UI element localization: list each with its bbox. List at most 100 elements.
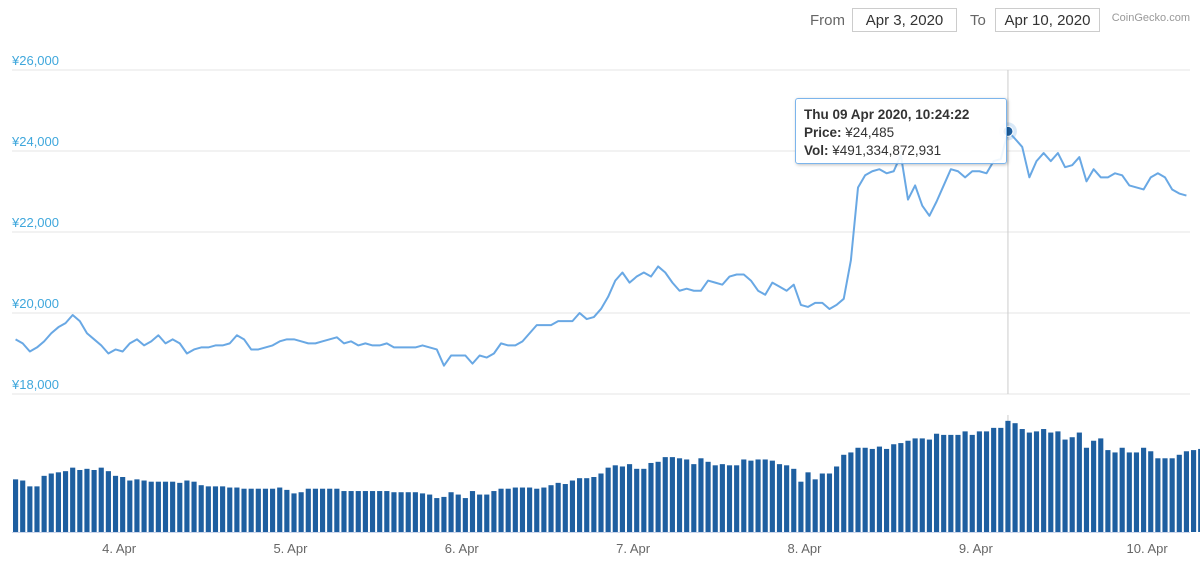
volume-bar[interactable] [1012, 423, 1018, 532]
volume-bar[interactable] [598, 473, 604, 533]
volume-bar[interactable] [819, 473, 825, 533]
volume-bar[interactable] [869, 448, 875, 532]
volume-bar[interactable] [112, 475, 119, 532]
volume-bar[interactable] [691, 464, 697, 532]
volume-bar[interactable] [562, 484, 568, 532]
volume-bar[interactable] [812, 479, 818, 532]
volume-bar[interactable] [891, 444, 897, 532]
volume-bar[interactable] [826, 473, 833, 533]
volume-bar[interactable] [469, 491, 476, 532]
volume-bar[interactable] [1041, 429, 1047, 532]
volume-bar[interactable] [734, 465, 740, 532]
volume-bar[interactable] [976, 431, 982, 532]
volume-bar[interactable] [27, 486, 33, 532]
volume-bar[interactable] [698, 458, 704, 532]
volume-bar[interactable] [1019, 429, 1025, 532]
volume-bar[interactable] [1148, 451, 1154, 532]
volume-bar[interactable] [155, 481, 161, 532]
volume-bar[interactable] [1091, 440, 1097, 532]
volume-bar[interactable] [1112, 452, 1118, 532]
volume-bar[interactable] [362, 491, 368, 532]
volume-bar[interactable] [791, 468, 797, 532]
volume-bar[interactable] [248, 488, 254, 532]
volume-bar[interactable] [741, 459, 747, 532]
volume-bar[interactable] [705, 461, 711, 532]
volume-bar[interactable] [384, 491, 390, 532]
volume-bar[interactable] [412, 492, 418, 532]
volume-bar[interactable] [898, 443, 904, 532]
volume-bar[interactable] [170, 481, 176, 532]
volume-bar[interactable] [348, 491, 354, 532]
volume-bar[interactable] [262, 488, 269, 532]
volume-bar[interactable] [305, 488, 311, 532]
volume-bar[interactable] [369, 491, 376, 532]
to-date-input[interactable] [995, 8, 1100, 32]
volume-bar[interactable] [919, 438, 925, 532]
volume-bar[interactable] [876, 446, 883, 532]
volume-bar[interactable] [969, 434, 975, 532]
volume-bar[interactable] [527, 487, 533, 532]
volume-bar[interactable] [441, 496, 447, 532]
volume-bar[interactable] [484, 494, 490, 532]
volume-bar[interactable] [769, 460, 775, 532]
volume-bar[interactable] [455, 494, 461, 532]
volume-bar[interactable] [427, 494, 433, 532]
volume-bar[interactable] [626, 464, 633, 532]
volume-bar[interactable] [519, 487, 526, 532]
volume-bar[interactable] [77, 469, 83, 532]
volume-bar[interactable] [1183, 451, 1190, 532]
volume-bar[interactable] [998, 427, 1004, 532]
volume-bar[interactable] [841, 454, 847, 532]
volume-bar[interactable] [84, 468, 90, 532]
volume-bar[interactable] [1033, 431, 1040, 532]
volume-bar[interactable] [1005, 420, 1011, 532]
volume-bar[interactable] [48, 473, 54, 533]
volume-bar[interactable] [1069, 437, 1075, 532]
volume-bar[interactable] [805, 472, 811, 532]
volume-bar[interactable] [1176, 454, 1182, 532]
volume-bar[interactable] [655, 461, 661, 532]
volume-bar[interactable] [798, 481, 804, 532]
volume-bar[interactable] [498, 488, 504, 532]
credit-link[interactable]: CoinGecko.com [1111, 12, 1190, 24]
volume-bar[interactable] [141, 480, 147, 532]
volume-bar[interactable] [234, 487, 240, 532]
volume-bar[interactable] [241, 488, 247, 532]
volume-bar[interactable] [591, 477, 597, 532]
volume-bar[interactable] [1076, 432, 1082, 532]
volume-bar[interactable] [291, 493, 297, 532]
volume-bar[interactable] [762, 459, 768, 532]
volume-bar[interactable] [198, 485, 204, 532]
volume-bar[interactable] [1198, 448, 1200, 532]
volume-bar[interactable] [1141, 447, 1147, 532]
volume-bar[interactable] [948, 434, 954, 532]
volume-bar[interactable] [1055, 431, 1061, 532]
volume-bar[interactable] [676, 458, 683, 532]
volume-bar[interactable] [12, 479, 19, 532]
volume-bar[interactable] [491, 491, 497, 532]
from-date-input[interactable] [852, 8, 957, 32]
volume-bar[interactable] [662, 457, 668, 532]
volume-bar[interactable] [648, 462, 654, 532]
volume-bar[interactable] [334, 488, 340, 532]
volume-bar[interactable] [991, 427, 997, 532]
volume-bar[interactable] [191, 481, 197, 532]
volume-bar[interactable] [862, 447, 868, 532]
volume-bar[interactable] [962, 431, 968, 532]
volume-bar[interactable] [1155, 458, 1161, 532]
volume-bar[interactable] [148, 481, 154, 532]
volume-bar[interactable] [120, 477, 126, 532]
volume-bar[interactable] [634, 468, 640, 532]
volume-bar[interactable] [270, 488, 276, 532]
volume-bar[interactable] [277, 487, 283, 532]
volume-bar[interactable] [212, 486, 219, 532]
volume-bar[interactable] [62, 471, 69, 532]
volume-bar[interactable] [933, 433, 940, 532]
volume-bar[interactable] [319, 488, 326, 532]
volume-bar[interactable] [255, 488, 261, 532]
volume-bar[interactable] [377, 491, 383, 532]
volume-bar[interactable] [926, 439, 932, 532]
volume-bar[interactable] [534, 488, 540, 532]
volume-bar[interactable] [569, 480, 576, 532]
volume-bar[interactable] [684, 459, 690, 532]
